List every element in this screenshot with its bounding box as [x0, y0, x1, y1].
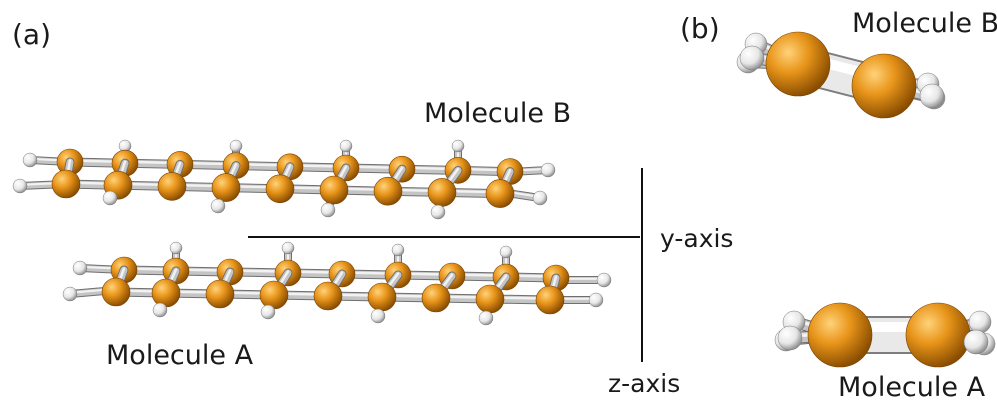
hydrogen-atom [169, 241, 183, 255]
molecule-b-label: Molecule B [424, 98, 572, 129]
carbon-atom [765, 31, 831, 97]
hydrogen-atom [370, 308, 386, 324]
hydrogen-atom [596, 272, 612, 288]
carbon-atom [151, 278, 181, 308]
hydrogen-atom [451, 139, 465, 153]
carbon-atom [265, 174, 295, 204]
hydrogen-atom [478, 310, 494, 326]
hydrogen-atom [260, 304, 276, 320]
hydrogen-atom [777, 325, 803, 351]
molecule-b-end-label: Molecule B [852, 8, 997, 39]
carbon-atom [313, 281, 343, 311]
molecule-a-label: Molecule A [106, 340, 254, 371]
carbon-atom [211, 173, 241, 202]
y-axis-label: y-axis [660, 224, 734, 253]
carbon-atom [427, 178, 457, 207]
carbon-atom [905, 302, 971, 368]
hydrogen-atom [102, 190, 118, 206]
hydrogen-atom [430, 204, 446, 220]
carbon-atom [101, 277, 131, 307]
hydrogen-atom [499, 245, 513, 259]
hydrogen-atom [963, 329, 989, 355]
molecule-b-end-view [736, 31, 946, 119]
hydrogen-atom [152, 302, 168, 318]
hydrogen-atom [739, 45, 765, 71]
carbon-atom [51, 169, 81, 199]
molecule-b-side-view [12, 139, 556, 220]
hydrogen-atom [391, 243, 405, 257]
carbon-atom [205, 279, 235, 309]
panel-a-label: (a) [12, 18, 52, 51]
hydrogen-atom [532, 190, 548, 206]
hydrogen-atom [62, 286, 78, 302]
hydrogen-atom [12, 178, 28, 194]
hydrogen-atom [320, 202, 336, 218]
hydrogen-atom [968, 310, 992, 334]
hydrogen-atom [72, 260, 88, 276]
hydrogen-atom [339, 139, 353, 153]
molecule-a-end-label: Molecule A [838, 372, 986, 403]
panel-b-label: (b) [680, 12, 720, 45]
carbon-atom [319, 175, 349, 205]
hydrogen-atom [210, 198, 226, 214]
carbon-atom [421, 283, 451, 313]
carbon-atom [373, 176, 403, 206]
molecule-a-side-view [62, 241, 612, 326]
hydrogen-atom [281, 241, 295, 255]
carbon-atom [851, 53, 917, 119]
hydrogen-atom [540, 162, 556, 178]
hydrogen-atom [22, 152, 38, 168]
carbon-atom [367, 282, 397, 312]
hydrogen-atom [588, 292, 604, 308]
carbon-atom [535, 285, 565, 315]
carbon-atom [485, 179, 515, 208]
carbon-atom [157, 172, 187, 201]
hydrogen-atom [919, 83, 945, 109]
carbon-atom [475, 284, 505, 314]
z-axis-label: z-axis [608, 369, 681, 398]
carbon-atom [807, 302, 873, 368]
molecule-a-end-view [774, 302, 996, 368]
hydrogen-atom [229, 139, 243, 153]
carbon-atom [259, 280, 289, 310]
